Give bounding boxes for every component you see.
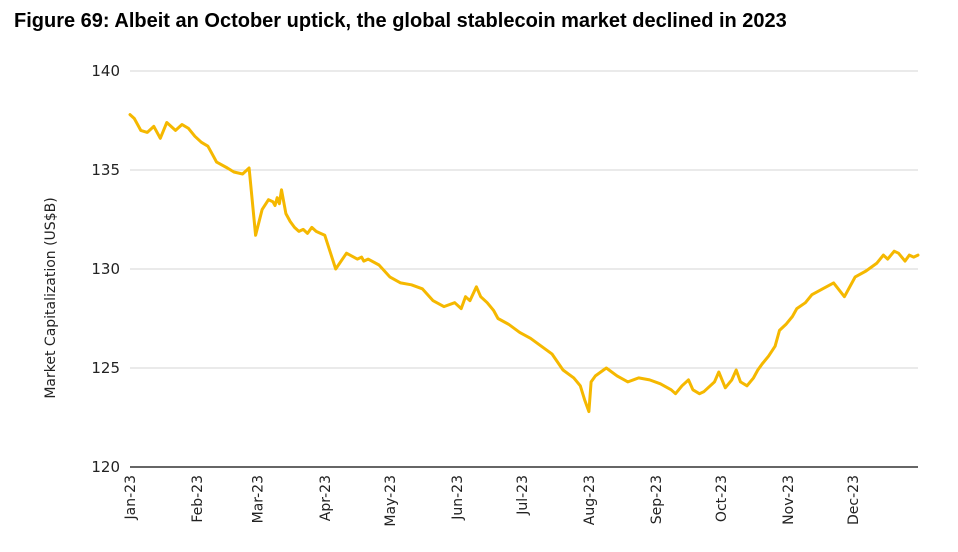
x-tick-label: Jun-23 bbox=[450, 475, 466, 521]
chart-title: Figure 69: Albeit an October uptick, the… bbox=[14, 10, 787, 32]
gridlines bbox=[130, 70, 918, 369]
y-tick-labels: 120 125 130 135 140 bbox=[91, 62, 120, 476]
x-tick-label: Oct-23 bbox=[714, 475, 730, 522]
x-tick-label: Aug-23 bbox=[582, 475, 598, 525]
x-tick-label: May-23 bbox=[383, 475, 399, 527]
y-tick-label: 120 bbox=[91, 458, 120, 476]
x-tick-label: Nov-23 bbox=[781, 475, 797, 525]
y-tick-label: 125 bbox=[91, 359, 120, 377]
y-tick-label: 140 bbox=[91, 62, 120, 80]
x-tick-label: Apr-23 bbox=[318, 475, 334, 521]
x-tick-label: Feb-23 bbox=[190, 475, 206, 523]
series-line bbox=[128, 113, 920, 414]
x-tick-label: Mar-23 bbox=[251, 475, 267, 523]
y-tick-label: 130 bbox=[91, 260, 120, 278]
y-axis-label: Market Capitalization (US$B) bbox=[43, 197, 59, 398]
x-tick-labels: Jan-23 Feb-23 Mar-23 Apr-23 May-23 Jun-23 Jul-… bbox=[123, 475, 862, 527]
x-tick-label: Jul-23 bbox=[515, 475, 531, 516]
y-tick-label: 135 bbox=[91, 161, 120, 179]
x-tick-label: Dec-23 bbox=[846, 475, 862, 525]
x-tick-label: Jan-23 bbox=[123, 475, 139, 520]
x-tick-label: Sep-23 bbox=[649, 475, 665, 524]
